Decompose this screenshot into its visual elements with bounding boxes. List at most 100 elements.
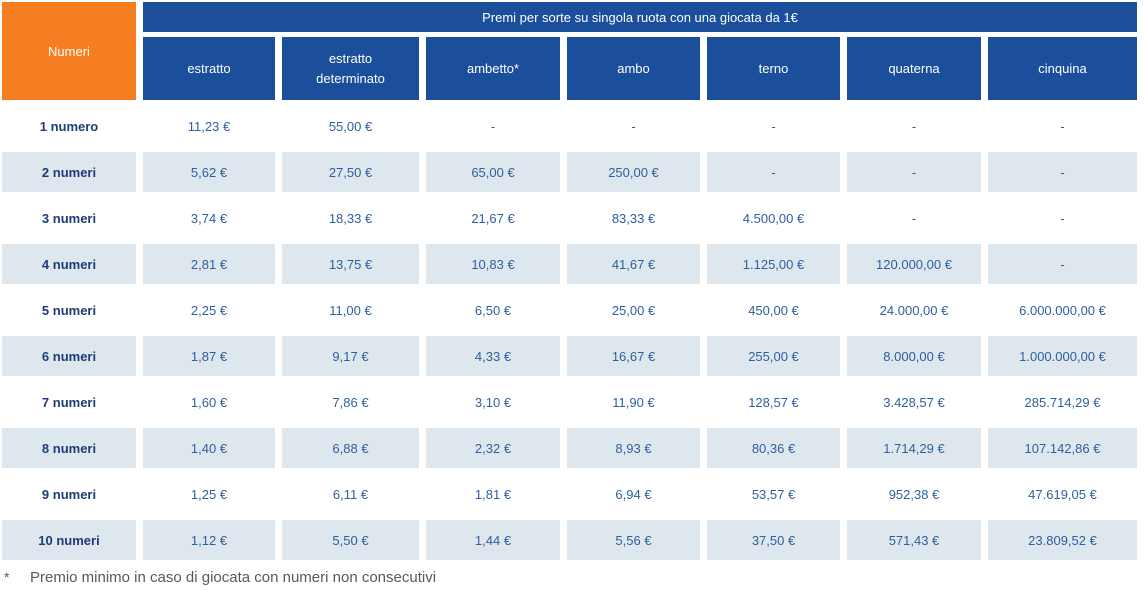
- prize-cell: 23.809,52 €: [988, 520, 1137, 560]
- prize-cell: -: [847, 152, 981, 192]
- prize-cell: 1.000.000,00 €: [988, 336, 1137, 376]
- prize-cell: 5,62 €: [143, 152, 275, 192]
- prize-cell: 16,67 €: [567, 336, 700, 376]
- column-header-estratto-determinato: estratto determinato: [282, 37, 419, 100]
- prize-cell: -: [631, 118, 636, 134]
- prize-cell: 1,44 €: [426, 520, 560, 560]
- prize-cell: 1,60 €: [190, 394, 228, 410]
- prize-cell: 10,83 €: [426, 244, 560, 284]
- prize-cell: 250,00 €: [567, 152, 700, 192]
- table-row: 2 numeri 5,62 € 27,50 € 65,00 € 250,00 €…: [2, 152, 1137, 192]
- prize-cell: -: [1060, 210, 1065, 226]
- prize-cell: 25,00 €: [611, 302, 656, 318]
- prize-cell: 8.000,00 €: [847, 336, 981, 376]
- column-header-estratto: estratto: [143, 37, 275, 100]
- prize-cell: 21,67 €: [471, 210, 515, 226]
- prize-cell: 5,50 €: [282, 520, 419, 560]
- column-header-cinquina: cinquina: [988, 37, 1137, 100]
- prize-cell: 27,50 €: [282, 152, 419, 192]
- prize-cell: 4,33 €: [426, 336, 560, 376]
- table-row: 9 numeri 1,25 € 6,11 € 1,81 € 6,94 € 53,…: [2, 474, 1137, 514]
- prize-cell: 11,00 €: [329, 302, 372, 318]
- prize-cell: -: [988, 152, 1137, 192]
- prize-cell: -: [707, 152, 840, 192]
- prize-cell: 18,33 €: [328, 210, 373, 226]
- prize-cell: 80,36 €: [707, 428, 840, 468]
- header-right: Premi per sorte su singola ruota con una…: [143, 2, 1137, 100]
- prize-cell: 120.000,00 €: [847, 244, 981, 284]
- prize-cell: 4.500,00 €: [742, 210, 805, 226]
- prize-cell: 6,11 €: [332, 486, 369, 502]
- prize-cell: -: [1060, 118, 1065, 134]
- prize-cell: 571,43 €: [847, 520, 981, 560]
- prize-cell: 2,25 €: [190, 302, 228, 318]
- prize-cell: 9,17 €: [282, 336, 419, 376]
- prize-cell: 107.142,86 €: [988, 428, 1137, 468]
- row-label: 7 numeri: [41, 394, 97, 410]
- row-label: 8 numeri: [2, 428, 136, 468]
- prize-cell: 255,00 €: [707, 336, 840, 376]
- prize-cell: 2,32 €: [426, 428, 560, 468]
- table-row: 8 numeri 1,40 € 6,88 € 2,32 € 8,93 € 80,…: [2, 428, 1137, 468]
- table-title: Premi per sorte su singola ruota con una…: [143, 2, 1137, 32]
- table-row: 5 numeri 2,25 € 11,00 € 6,50 € 25,00 € 4…: [2, 290, 1137, 330]
- table-row: 1 numero 11,23 € 55,00 € - - - - -: [2, 106, 1137, 146]
- prize-cell: 285.714,29 €: [1024, 394, 1101, 410]
- prize-cell: 128,57 €: [748, 394, 799, 410]
- prize-cell: -: [490, 118, 496, 134]
- prize-cell: 11,23 €: [187, 118, 231, 134]
- footnote-text: Premio minimo in caso di giocata con num…: [30, 569, 437, 586]
- prize-cell: 83,33 €: [611, 210, 656, 226]
- numeri-header: Numeri: [2, 2, 136, 100]
- prize-cell: 1.714,29 €: [847, 428, 981, 468]
- prize-cell: 1,12 €: [143, 520, 275, 560]
- prize-cell: 6,94 €: [615, 486, 652, 502]
- prize-cell: 24.000,00 €: [879, 302, 949, 318]
- prize-cell: 1,40 €: [143, 428, 275, 468]
- prize-cell: -: [911, 118, 917, 134]
- prize-cell: 1.125,00 €: [707, 244, 840, 284]
- prize-cell: 11,90 €: [612, 394, 655, 410]
- prize-cell: 450,00 €: [748, 302, 799, 318]
- prize-cell: 37,50 €: [707, 520, 840, 560]
- table-header: Numeri Premi per sorte su singola ruota …: [2, 2, 1137, 100]
- row-label: 1 numero: [39, 118, 99, 134]
- table-row: 4 numeri 2,81 € 13,75 € 10,83 € 41,67 € …: [2, 244, 1137, 284]
- row-label: 5 numeri: [41, 302, 97, 318]
- prize-cell: 1,87 €: [143, 336, 275, 376]
- column-header-quaterna: quaterna: [847, 37, 981, 100]
- prize-cell: 3.428,57 €: [883, 394, 945, 410]
- prize-cell: 3,10 €: [474, 394, 512, 410]
- table-row: 6 numeri 1,87 € 9,17 € 4,33 € 16,67 € 25…: [2, 336, 1137, 376]
- column-header-ambo: ambo: [567, 37, 700, 100]
- prize-cell: 6.000.000,00 €: [1019, 302, 1106, 318]
- row-label: 9 numeri: [41, 486, 97, 502]
- footnote: * Premio minimo in caso di giocata con n…: [2, 569, 1145, 586]
- footnote-asterisk: *: [4, 569, 10, 585]
- prize-cell: 1,81 €: [474, 486, 512, 502]
- prize-cell: 65,00 €: [426, 152, 560, 192]
- prize-cell: -: [988, 244, 1137, 284]
- row-label: 6 numeri: [2, 336, 136, 376]
- row-label: 4 numeri: [2, 244, 136, 284]
- prize-cell: 41,67 €: [567, 244, 700, 284]
- prize-cell: 53,57 €: [751, 486, 796, 502]
- column-header-terno: terno: [707, 37, 840, 100]
- prize-cell: 1,25 €: [190, 486, 228, 502]
- prize-cell: 6,88 €: [282, 428, 419, 468]
- column-headers: estratto estratto determinato ambetto* a…: [143, 37, 1137, 100]
- prize-cell: 55,00 €: [328, 118, 373, 134]
- prize-cell: 13,75 €: [282, 244, 419, 284]
- row-label: 3 numeri: [41, 210, 97, 226]
- prize-cell: 952,38 €: [888, 486, 940, 502]
- prize-cell: 3,74 €: [190, 210, 228, 226]
- column-header-ambetto: ambetto*: [426, 37, 560, 100]
- table-row: 7 numeri 1,60 € 7,86 € 3,10 € 11,90 € 12…: [2, 382, 1137, 422]
- table-row: 10 numeri 1,12 € 5,50 € 1,44 € 5,56 € 37…: [2, 520, 1137, 560]
- prize-cell: 8,93 €: [567, 428, 700, 468]
- prize-cell: 2,81 €: [143, 244, 275, 284]
- prize-cell: -: [771, 118, 776, 134]
- row-label: 2 numeri: [2, 152, 136, 192]
- prize-cell: 5,56 €: [567, 520, 700, 560]
